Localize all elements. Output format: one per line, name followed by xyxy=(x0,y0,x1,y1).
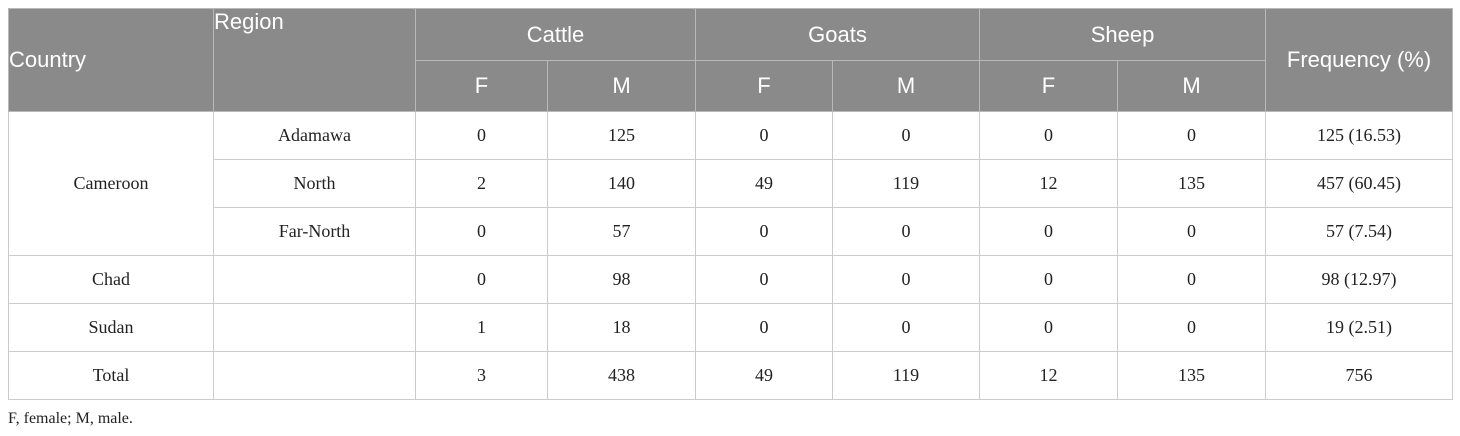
cell-frequency: 756 xyxy=(1265,351,1454,400)
subheader-goats-female: F xyxy=(695,60,834,112)
livestock-table: Country Region Cattle Goats Sheep Freque… xyxy=(8,8,1454,400)
cell-region xyxy=(213,303,416,352)
cell-region xyxy=(213,255,416,304)
cell-goats-m: 0 xyxy=(832,207,981,256)
subheader-sheep-male: M xyxy=(1117,60,1267,112)
header-cattle: Cattle xyxy=(414,8,697,61)
cell-sheep-f: 12 xyxy=(979,351,1119,400)
table-row: North 2 140 49 119 12 135 457 (60.45) xyxy=(9,159,1454,208)
cell-frequency: 125 (16.53) xyxy=(1265,111,1454,160)
cell-goats-f: 0 xyxy=(695,207,834,256)
cell-goats-m: 119 xyxy=(832,351,981,400)
cell-country: Cameroon xyxy=(8,111,214,256)
cell-cattle-f: 3 xyxy=(415,351,548,400)
cell-frequency: 98 (12.97) xyxy=(1265,255,1454,304)
cell-goats-f: 0 xyxy=(695,255,834,304)
cell-cattle-m: 98 xyxy=(546,255,697,304)
cell-frequency: 457 (60.45) xyxy=(1265,159,1454,208)
header-goats: Goats xyxy=(695,8,981,61)
header-sheep: Sheep xyxy=(979,8,1267,61)
cell-goats-f: 0 xyxy=(695,303,834,352)
cell-goats-m: 0 xyxy=(832,255,981,304)
cell-cattle-f: 1 xyxy=(415,303,548,352)
cell-frequency: 57 (7.54) xyxy=(1265,207,1454,256)
header-frequency: Frequency (%) xyxy=(1265,8,1454,112)
cell-region: Far-North xyxy=(213,207,416,256)
cell-country: Total xyxy=(8,351,214,400)
cell-sheep-f: 0 xyxy=(979,255,1119,304)
cell-sheep-m: 135 xyxy=(1117,351,1267,400)
cell-sheep-m: 135 xyxy=(1117,159,1267,208)
cell-sheep-f: 0 xyxy=(979,207,1119,256)
header-country: Country xyxy=(8,8,214,112)
table-row: Cameroon Adamawa 0 125 0 0 0 0 125 (16.5… xyxy=(8,111,1454,256)
table-row: Far-North 0 57 0 0 0 0 57 (7.54) xyxy=(9,207,1454,256)
subheader-row: F M F M F M xyxy=(9,60,1453,112)
cell-country: Chad xyxy=(8,255,214,304)
table-footnote: F, female; M, male. xyxy=(8,410,133,427)
subheader-sheep-female: F xyxy=(979,60,1119,112)
subheader-cattle-male: M xyxy=(546,60,697,112)
subheader-cattle-female: F xyxy=(415,60,548,112)
cell-cattle-m: 18 xyxy=(546,303,697,352)
header-region: Region xyxy=(213,8,416,112)
cell-region xyxy=(213,351,416,400)
table-row: Sudan 1 18 0 0 0 0 19 (2.51) xyxy=(8,303,1454,352)
cell-cattle-f: 0 xyxy=(415,207,548,256)
cell-sheep-m: 0 xyxy=(1117,303,1267,352)
subheader-goats-male: M xyxy=(832,60,981,112)
cell-sheep-m: 0 xyxy=(1117,111,1267,160)
cell-sheep-m: 0 xyxy=(1117,255,1267,304)
cell-cattle-m: 57 xyxy=(546,207,697,256)
header-row: Country Region Cattle Goats Sheep Freque… xyxy=(8,8,1454,112)
cell-cattle-f: 0 xyxy=(415,255,548,304)
table-row-total: Total 3 438 49 119 12 135 756 xyxy=(8,351,1454,400)
cell-country: Sudan xyxy=(8,303,214,352)
cell-region: North xyxy=(213,159,416,208)
cell-cattle-f: 2 xyxy=(415,159,548,208)
cell-cattle-m: 438 xyxy=(546,351,697,400)
cell-sheep-f: 12 xyxy=(979,159,1119,208)
cell-goats-m: 0 xyxy=(832,111,981,160)
cell-cattle-f: 0 xyxy=(415,111,548,160)
cell-sheep-f: 0 xyxy=(979,303,1119,352)
cell-cattle-m: 125 xyxy=(546,111,697,160)
cell-sheep-m: 0 xyxy=(1117,207,1267,256)
table-row: Chad 0 98 0 0 0 0 98 (12.97) xyxy=(8,255,1454,304)
cell-goats-f: 49 xyxy=(695,351,834,400)
cell-goats-f: 0 xyxy=(695,111,834,160)
cell-frequency: 19 (2.51) xyxy=(1265,303,1454,352)
cell-cattle-m: 140 xyxy=(546,159,697,208)
cell-goats-f: 49 xyxy=(695,159,834,208)
cell-goats-m: 119 xyxy=(832,159,981,208)
cell-sheep-f: 0 xyxy=(979,111,1119,160)
cell-goats-m: 0 xyxy=(832,303,981,352)
cell-region: Adamawa xyxy=(213,111,416,160)
